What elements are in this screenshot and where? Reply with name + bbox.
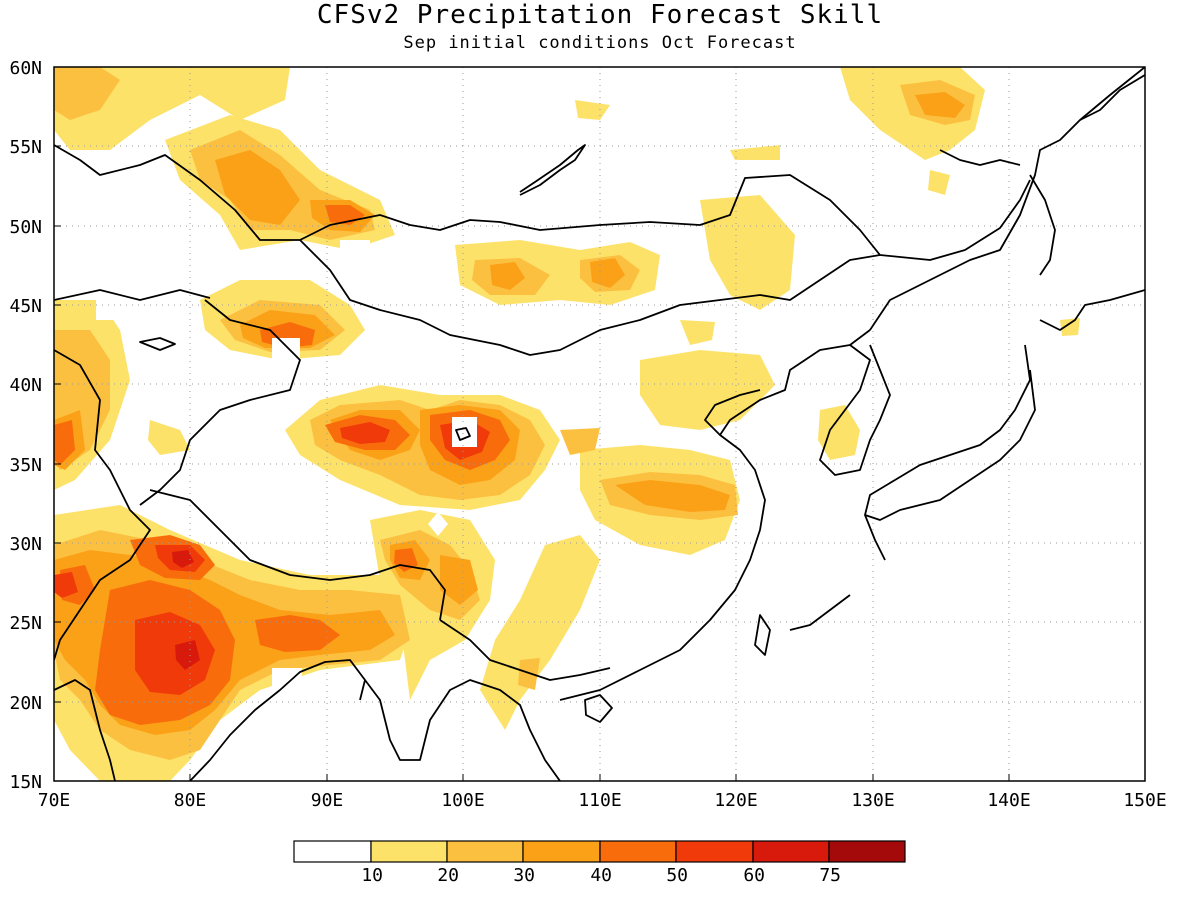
lake-qinghai — [455, 427, 471, 441]
lon-tick-label: 110E — [578, 790, 621, 811]
border-himalaya — [149, 489, 446, 621]
colorbar-swatch — [599, 840, 677, 863]
coast-taiwan — [754, 614, 771, 656]
lon-tick-label: 150E — [1123, 790, 1166, 811]
coast-india-east — [189, 659, 366, 781]
page-subtitle: Sep initial conditions Oct Forecast — [403, 33, 797, 53]
border-china-southeast-asia — [439, 619, 611, 681]
lon-tick-label: 130E — [851, 790, 894, 811]
lon-tick-label: 100E — [441, 790, 484, 811]
colorbar-swatch — [752, 840, 830, 863]
coastlines-borders — [54, 67, 1145, 781]
lat-tick-labels: 15N 20N 25N 30N 35N 40N 45N 50N 55N 60N — [9, 58, 42, 793]
border-china-mongolia — [299, 239, 881, 356]
lat-tick-label: 40N — [9, 375, 42, 396]
colorbar-swatch — [446, 840, 524, 863]
coast-korea — [819, 344, 891, 476]
lat-tick-label: 55N — [9, 137, 42, 158]
coast-hainan — [584, 694, 613, 723]
coast-china-south-east — [559, 329, 871, 701]
lat-tick-label: 25N — [9, 613, 42, 634]
coast-india-west — [54, 679, 116, 781]
coast-kyushu — [864, 514, 886, 561]
lat-tick-label: 45N — [9, 296, 42, 317]
border-china-central-asia — [139, 299, 301, 506]
lat-tick-label: 50N — [9, 217, 42, 238]
colorbar-swatch — [675, 840, 754, 863]
lat-tick-label: 60N — [9, 58, 42, 79]
colorbar-label: 75 — [819, 865, 841, 886]
page-title: CFSv2 Precipitation Forecast Skill — [316, 0, 884, 30]
skill-level-6-regions — [172, 550, 200, 670]
caspian-aral — [54, 289, 211, 301]
colorbar: 10 20 30 40 50 60 75 — [293, 840, 906, 886]
coast-hokkaido — [1039, 289, 1145, 331]
coast-bohai — [704, 389, 761, 436]
colorbar-swatch — [522, 840, 601, 863]
colorbar-swatch — [370, 840, 448, 863]
border-pakistan-india — [54, 349, 151, 661]
coast-ryukyu — [789, 594, 851, 631]
lon-tick-label: 140E — [987, 790, 1030, 811]
border-kazakhstan-russia — [54, 144, 1031, 261]
coast-japan-honshu — [864, 344, 1036, 521]
colorbar-label: 10 — [361, 865, 383, 886]
coast-kamchatka — [1079, 74, 1145, 121]
skill-field — [54, 67, 1080, 781]
white-masked-cells — [96, 240, 477, 708]
colorbar-label: 50 — [666, 865, 688, 886]
lon-tick-label: 90E — [311, 790, 344, 811]
lat-tick-label: 30N — [9, 534, 42, 555]
lon-tick-labels: 70E 80E 90E 100E 110E 120E 130E 140E 150… — [38, 790, 1167, 811]
lon-tick-label: 80E — [174, 790, 207, 811]
colorbar-swatch — [828, 840, 906, 863]
lon-tick-label: 120E — [714, 790, 757, 811]
colorbar-label: 40 — [590, 865, 612, 886]
lat-tick-label: 15N — [9, 772, 42, 793]
coast-burma-thai — [364, 679, 561, 781]
colorbar-label: 20 — [437, 865, 459, 886]
axis-ticks — [53, 66, 1146, 782]
lat-tick-label: 35N — [9, 455, 42, 476]
lon-tick-label: 70E — [38, 790, 71, 811]
colorbar-label: 30 — [513, 865, 535, 886]
lake-balkhash — [139, 337, 176, 351]
lat-tick-label: 20N — [9, 693, 42, 714]
coast-okhotsk — [939, 149, 1021, 166]
coast-sakhalin — [1029, 174, 1056, 276]
colorbar-swatch — [293, 840, 372, 863]
lake-baikal — [519, 144, 586, 196]
coast-russia-east — [869, 67, 1145, 331]
colorbar-label: 60 — [743, 865, 765, 886]
